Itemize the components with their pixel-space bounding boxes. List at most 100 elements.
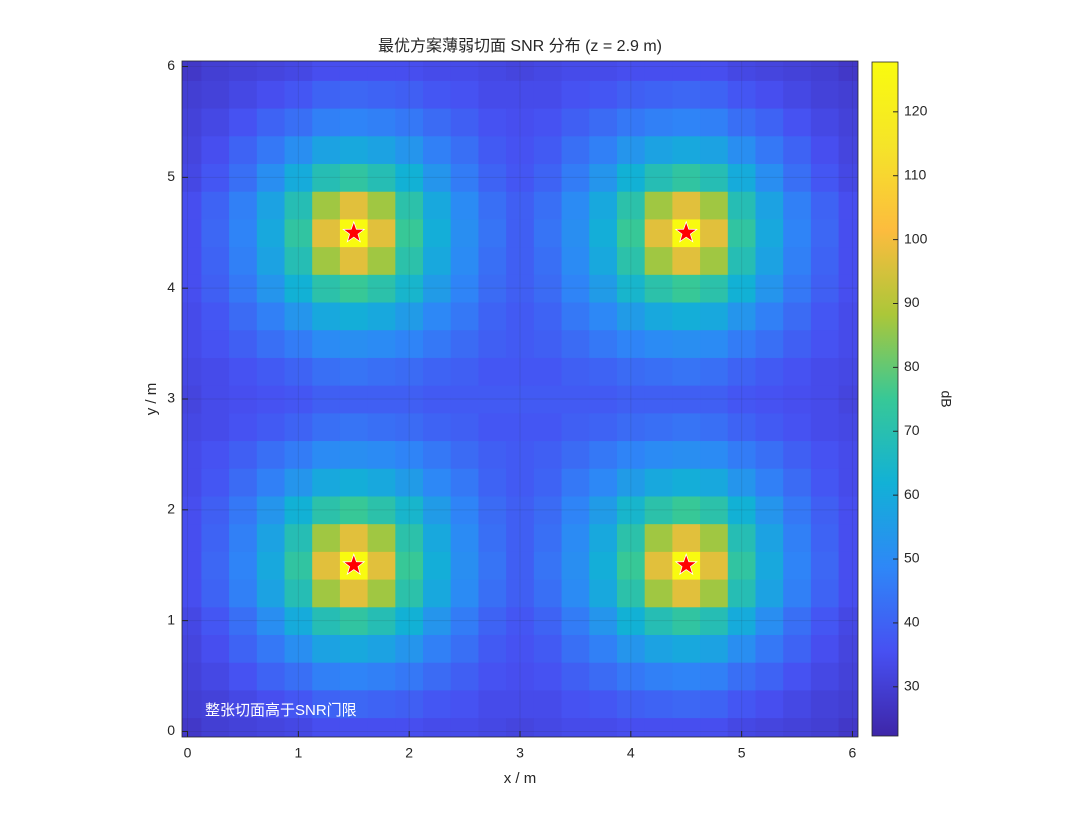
heat-cell (423, 551, 452, 580)
heat-cell (616, 135, 646, 165)
heat-cell (423, 412, 452, 442)
heat-cell (838, 135, 858, 165)
heat-cell (672, 412, 701, 442)
heat-cell (838, 357, 858, 386)
heat-cell (727, 191, 756, 220)
heat-cell (755, 246, 784, 275)
heat-cell (561, 218, 590, 248)
heat-cell (561, 191, 590, 220)
heat-cell (810, 61, 840, 81)
heat-cell (727, 302, 756, 331)
x-tick-label: 5 (738, 745, 746, 761)
heat-cell (616, 274, 646, 303)
heat-cell (700, 302, 729, 331)
heat-cell (533, 689, 563, 719)
heat-cell (755, 385, 784, 414)
heat-cell (506, 412, 535, 442)
heat-cell (284, 551, 313, 580)
heat-cell (423, 108, 452, 137)
heat-cell (506, 689, 535, 719)
heat-cell (182, 274, 202, 303)
heat-cell (256, 191, 286, 220)
colorbar-tick-label: 30 (904, 678, 920, 694)
heat-cell (810, 191, 840, 220)
heat-cell (810, 385, 840, 414)
heat-cell (672, 329, 701, 358)
heat-cell (367, 606, 396, 635)
heat-cell (506, 606, 535, 635)
heat-cell (182, 108, 202, 137)
heat-cell (616, 412, 646, 442)
heat-cell (339, 163, 369, 192)
heat-cell (182, 634, 202, 663)
heat-cell (423, 274, 452, 303)
heat-cell (478, 440, 507, 469)
heat-cell (450, 579, 479, 608)
heat-cell (256, 412, 286, 442)
heat-cell (367, 108, 396, 137)
heat-cell (838, 412, 858, 442)
heat-cell (810, 634, 840, 663)
heat-cell (589, 495, 618, 525)
heat-cell (478, 495, 507, 525)
y-axis-label: y / m (143, 383, 160, 416)
heat-cell (367, 523, 396, 552)
heat-cell (783, 689, 812, 719)
heat-cell (450, 385, 479, 414)
heat-cell (339, 579, 369, 608)
heat-cell (755, 412, 784, 442)
heat-cell (312, 717, 341, 737)
heat-cell (478, 80, 507, 109)
heat-cell (589, 440, 618, 469)
heat-cell (450, 302, 479, 331)
heat-cell (644, 108, 673, 137)
heat-cell (616, 108, 646, 137)
heat-cell (339, 468, 369, 497)
heat-cell (700, 551, 729, 580)
heat-cell (783, 61, 812, 81)
heat-cell (561, 274, 590, 303)
heat-cell (838, 385, 858, 414)
heat-cell (478, 551, 507, 580)
heat-cell (423, 191, 452, 220)
heat-cell (423, 606, 452, 635)
heat-cell (727, 135, 756, 165)
heat-cell (810, 218, 840, 248)
heat-cell (367, 80, 396, 109)
heat-cell (727, 440, 756, 469)
heat-cell (700, 329, 729, 358)
heat-cell (256, 246, 286, 275)
heat-cell (616, 551, 646, 580)
heat-cell (616, 302, 646, 331)
heat-cell (810, 662, 840, 691)
heat-cell (395, 191, 424, 220)
heat-cell (672, 579, 701, 608)
heat-cell (478, 61, 507, 81)
heat-cell (533, 191, 563, 220)
y-tick-label: 1 (167, 611, 175, 627)
heat-cell (700, 108, 729, 137)
heat-cell (700, 468, 729, 497)
heat-cell (506, 440, 535, 469)
heat-cell (395, 551, 424, 580)
heat-cell (838, 551, 858, 580)
heat-cell (644, 662, 673, 691)
heat-cell (395, 135, 424, 165)
heat-cell (616, 61, 646, 81)
heat-cell (450, 329, 479, 358)
x-axis-label: x / m (504, 770, 537, 787)
heat-cell (561, 108, 590, 137)
heat-cell (201, 218, 230, 248)
heat-cell (783, 412, 812, 442)
heat-cell (589, 80, 618, 109)
heat-cell (727, 551, 756, 580)
heat-cell (644, 634, 673, 663)
heat-cell (700, 523, 729, 552)
heat-cell (284, 579, 313, 608)
heat-cell (589, 717, 618, 737)
heat-cell (182, 385, 202, 414)
led-marker (674, 552, 698, 576)
heat-cell (533, 80, 563, 109)
heat-cell (533, 163, 563, 192)
heat-cell (423, 634, 452, 663)
